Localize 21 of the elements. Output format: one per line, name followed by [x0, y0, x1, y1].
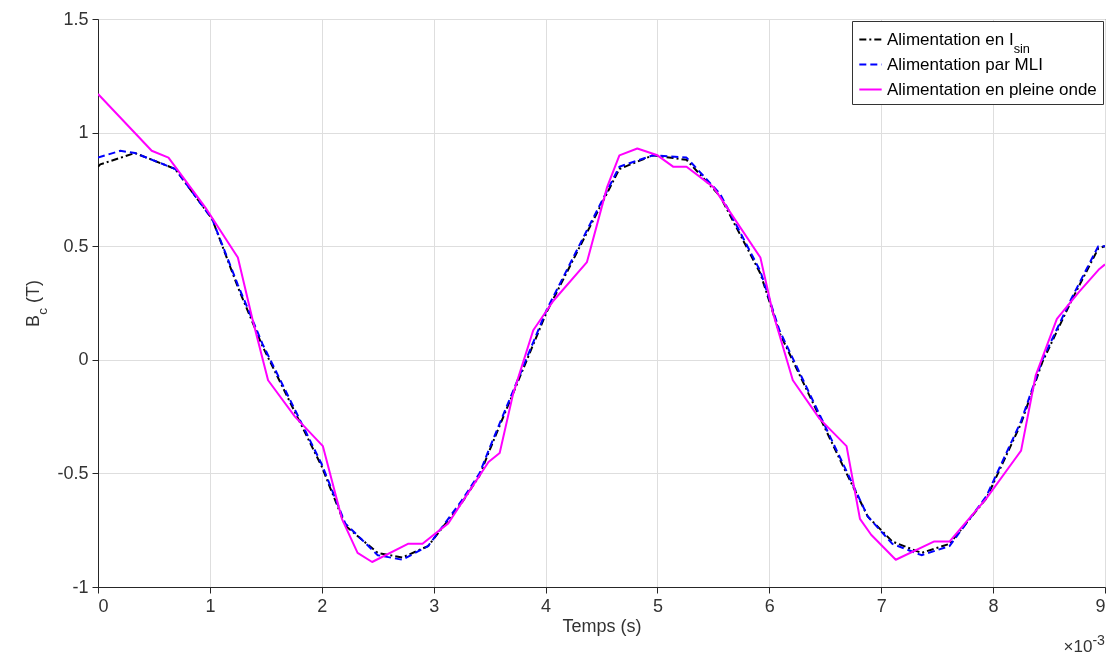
legend-label: Alimentation en pleine onde: [887, 79, 1097, 99]
x-tick-label: 4: [541, 595, 552, 616]
y-tick-label: 1.5: [63, 8, 89, 29]
y-tick-label: -0.5: [57, 462, 89, 483]
x-tick-label: 8: [988, 595, 999, 616]
x-tick-label: 7: [876, 595, 887, 616]
x-tick-label: 3: [429, 595, 440, 616]
x-tick-label: 2: [317, 595, 328, 616]
x-tick-label: 5: [652, 595, 663, 616]
y-tick-label: 0: [78, 349, 89, 370]
x-tick-label: 1: [205, 595, 216, 616]
x-tick-label: 9: [1095, 595, 1106, 616]
x-tick-label: 0: [98, 595, 109, 616]
legend-label: Alimentation par MLI: [887, 54, 1043, 74]
x-tick-label: 6: [764, 595, 775, 616]
text: ×10$^{-3}$: [1063, 632, 1105, 656]
y-tick-label: 1: [78, 122, 89, 143]
y-tick-label: 0.5: [63, 235, 89, 256]
legend-label: Alimentation en I$_{sin}$: [887, 29, 1030, 55]
x-axis-title: Temps (s): [562, 615, 642, 636]
y-tick-label: -1: [72, 576, 89, 597]
